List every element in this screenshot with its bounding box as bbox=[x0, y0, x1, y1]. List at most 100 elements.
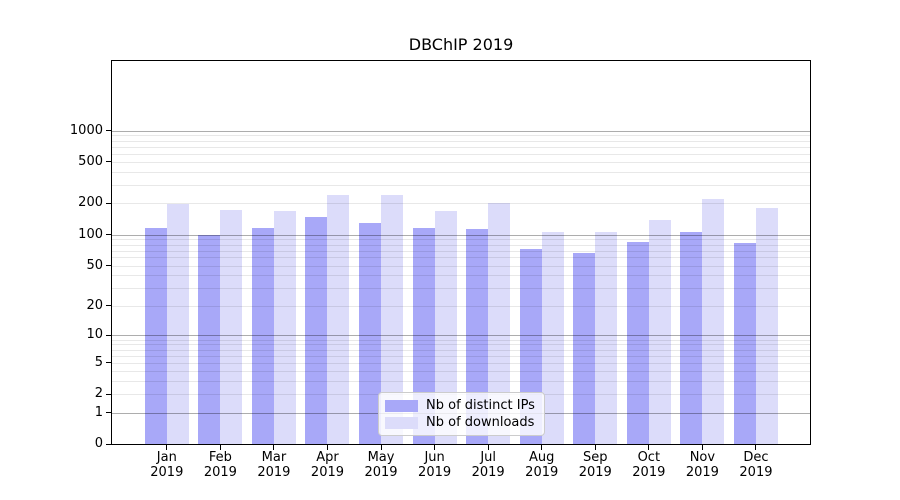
y-tick-1 bbox=[106, 412, 112, 414]
x-tick-nov bbox=[701, 445, 703, 450]
x-tick-mar bbox=[273, 445, 275, 450]
minor-gridline-9 bbox=[112, 339, 810, 341]
bar-distinct-ips-jul bbox=[466, 229, 489, 444]
minor-gridline-20 bbox=[112, 305, 810, 307]
x-tick-label-nov: Nov 2019 bbox=[685, 450, 719, 480]
bar-downloads-jun bbox=[434, 211, 457, 444]
y-tick-label-1: 1 bbox=[94, 404, 103, 420]
minor-gridline-70 bbox=[112, 250, 810, 252]
x-tick-jan bbox=[166, 445, 168, 450]
y-tick-500 bbox=[106, 161, 112, 163]
minor-gridline-3 bbox=[112, 381, 810, 383]
major-gridline-1000 bbox=[112, 130, 810, 132]
x-tick-label-jan: Jan 2019 bbox=[150, 450, 184, 480]
y-tick-0 bbox=[106, 443, 112, 445]
plot-area bbox=[111, 60, 811, 445]
legend-label-distinct-ips: Nb of distinct IPs bbox=[426, 398, 535, 413]
grid-layer bbox=[112, 61, 810, 444]
x-tick-label-jul: Jul 2019 bbox=[471, 450, 505, 480]
x-tick-oct bbox=[648, 445, 650, 450]
minor-gridline-600 bbox=[112, 153, 810, 155]
bar-downloads-feb bbox=[220, 209, 243, 444]
x-tick-may bbox=[380, 445, 382, 450]
bar-distinct-ips-apr bbox=[305, 217, 328, 444]
bar-distinct-ips-may bbox=[359, 222, 382, 444]
legend: Nb of distinct IPs Nb of downloads bbox=[378, 392, 545, 436]
y-tick-100 bbox=[106, 234, 112, 236]
minor-gridline-4 bbox=[112, 370, 810, 372]
major-gridline-100 bbox=[112, 234, 810, 236]
bar-distinct-ips-feb bbox=[198, 234, 221, 444]
bar-downloads-sep bbox=[595, 231, 618, 444]
minor-gridline-80 bbox=[112, 244, 810, 246]
minor-gridline-300 bbox=[112, 185, 810, 187]
bar-downloads-jul bbox=[488, 203, 511, 444]
x-tick-label-aug: Aug 2019 bbox=[525, 450, 559, 480]
bar-distinct-ips-nov bbox=[680, 231, 703, 444]
bar-downloads-apr bbox=[327, 195, 350, 444]
x-tick-apr bbox=[326, 445, 328, 450]
legend-row-distinct-ips: Nb of distinct IPs bbox=[385, 398, 536, 413]
y-tick-label-50: 50 bbox=[86, 257, 103, 273]
minor-gridline-6 bbox=[112, 355, 810, 357]
y-tick-label-200: 200 bbox=[78, 195, 103, 211]
bar-downloads-oct bbox=[648, 219, 671, 444]
x-tick-label-dec: Dec 2019 bbox=[739, 450, 773, 480]
x-tick-label-mar: Mar 2019 bbox=[257, 450, 291, 480]
minor-gridline-5 bbox=[112, 362, 810, 364]
y-tick-2 bbox=[106, 393, 112, 395]
y-tick-label-0: 0 bbox=[94, 436, 103, 451]
y-tick-10 bbox=[106, 334, 112, 336]
bar-distinct-ips-oct bbox=[626, 241, 649, 444]
minor-gridline-60 bbox=[112, 257, 810, 259]
bar-downloads-mar bbox=[273, 210, 296, 444]
minor-gridline-30 bbox=[112, 288, 810, 290]
minor-gridline-90 bbox=[112, 239, 810, 241]
y-tick-label-100: 100 bbox=[78, 226, 103, 242]
x-tick-label-sep: Sep 2019 bbox=[578, 450, 612, 480]
minor-gridline-40 bbox=[112, 275, 810, 277]
minor-gridline-400 bbox=[112, 172, 810, 173]
major-gridline-10 bbox=[112, 335, 810, 337]
legend-swatch-downloads bbox=[385, 416, 418, 429]
bar-downloads-may bbox=[381, 195, 404, 444]
x-tick-label-oct: Oct 2019 bbox=[632, 450, 666, 480]
x-tick-feb bbox=[219, 445, 221, 450]
x-tick-label-jun: Jun 2019 bbox=[418, 450, 452, 480]
y-tick-200 bbox=[106, 202, 112, 204]
minor-gridline-8 bbox=[112, 344, 810, 346]
y-tick-20 bbox=[106, 305, 112, 307]
bar-distinct-ips-jun bbox=[412, 227, 435, 444]
bars-layer bbox=[112, 61, 810, 444]
y-tick-label-500: 500 bbox=[78, 153, 103, 169]
bar-distinct-ips-mar bbox=[251, 227, 274, 444]
minor-gridline-500 bbox=[112, 161, 810, 163]
y-tick-label-10: 10 bbox=[86, 327, 103, 343]
x-tick-label-apr: Apr 2019 bbox=[310, 450, 345, 480]
bar-distinct-ips-jan bbox=[144, 227, 167, 444]
x-tick-aug bbox=[541, 445, 543, 450]
legend-swatch-distinct-ips bbox=[385, 399, 418, 412]
legend-label-downloads: Nb of downloads bbox=[426, 415, 535, 430]
y-tick-label-5: 5 bbox=[94, 354, 103, 370]
x-tick-jun bbox=[434, 445, 436, 450]
minor-gridline-7 bbox=[112, 349, 810, 351]
y-tick-50 bbox=[106, 265, 112, 267]
bar-downloads-jan bbox=[166, 204, 189, 444]
bar-downloads-aug bbox=[541, 231, 564, 444]
bar-downloads-dec bbox=[755, 207, 778, 444]
chart-title: DBChIP 2019 bbox=[408, 35, 514, 54]
minor-gridline-800 bbox=[112, 140, 810, 142]
x-tick-dec bbox=[755, 445, 757, 450]
y-tick-label-2: 2 bbox=[94, 386, 103, 402]
y-tick-1000 bbox=[106, 130, 112, 131]
bar-distinct-ips-dec bbox=[733, 243, 756, 444]
x-tick-label-may: May 2019 bbox=[364, 450, 398, 480]
x-tick-jul bbox=[487, 445, 489, 450]
x-tick-label-feb: Feb 2019 bbox=[203, 450, 237, 480]
legend-row-downloads: Nb of downloads bbox=[385, 415, 536, 430]
y-tick-5 bbox=[106, 362, 112, 364]
y-tick-label-20: 20 bbox=[86, 297, 103, 313]
minor-gridline-50 bbox=[112, 265, 810, 267]
